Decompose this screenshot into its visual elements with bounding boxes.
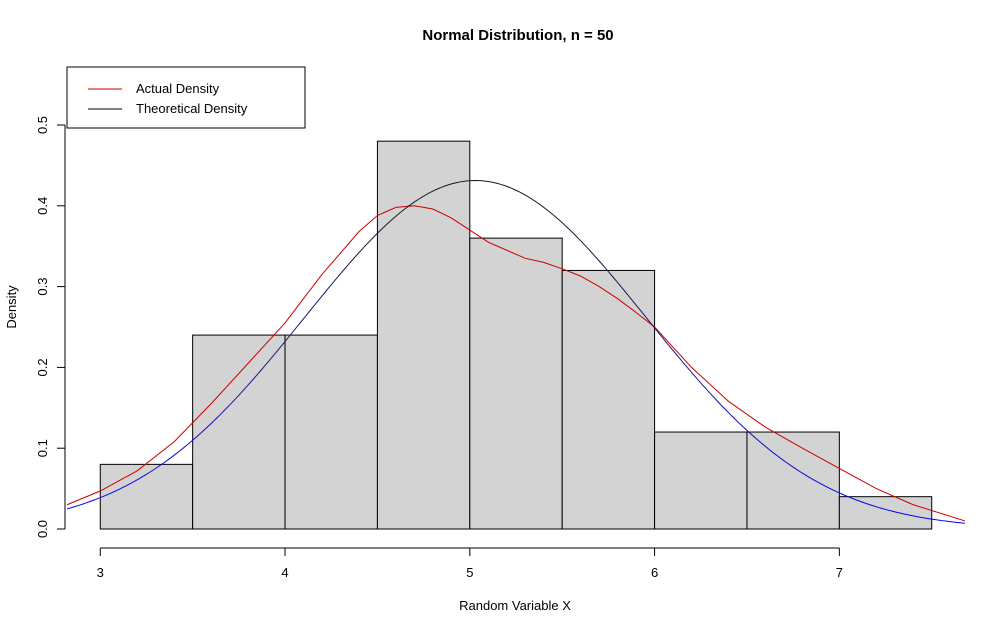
density-curves — [66, 180, 966, 524]
histogram-bar — [99, 463, 194, 530]
histogram-bar — [561, 269, 656, 530]
actual-density-curve — [66, 205, 966, 522]
x-tick-label: 6 — [651, 565, 658, 580]
legend-label-actual-density: Actual Density — [136, 81, 220, 96]
legend-box — [66, 66, 306, 129]
x-tick-label: 5 — [466, 565, 473, 580]
histogram-bar — [192, 334, 286, 530]
histogram-bar — [469, 237, 563, 530]
histogram-bar — [376, 140, 471, 530]
x-tick-label: 3 — [97, 565, 104, 580]
y-tick-label: 0.0 — [35, 520, 50, 538]
y-tick-label: 0.1 — [35, 439, 50, 457]
histogram-bar — [284, 334, 378, 530]
x-tick-label: 4 — [281, 565, 288, 580]
histogram-bars — [99, 140, 933, 530]
chart-title: Normal Distribution, n = 50 — [422, 27, 613, 44]
histogram-bar — [746, 431, 840, 530]
y-axis: 0.0 0.1 0.2 0.3 0.4 0.5 — [35, 116, 66, 538]
y-tick-label: 0.2 — [35, 358, 50, 376]
x-axis: 3 4 5 6 7 — [97, 547, 843, 580]
x-tick-label: 7 — [836, 565, 843, 580]
y-tick-label: 0.3 — [35, 278, 50, 296]
y-tick-label: 0.4 — [35, 197, 50, 215]
theoretical-density-curve — [66, 180, 966, 524]
legend-label-theoretical-density: Theoretical Density — [136, 101, 248, 116]
y-axis-label: Density — [4, 285, 19, 329]
legend: Actual Density Theoretical Density — [66, 66, 306, 129]
histogram-bar — [654, 431, 748, 530]
x-axis-label: Random Variable X — [459, 598, 571, 613]
y-tick-label: 0.5 — [35, 116, 50, 134]
histogram-bar — [838, 496, 933, 530]
